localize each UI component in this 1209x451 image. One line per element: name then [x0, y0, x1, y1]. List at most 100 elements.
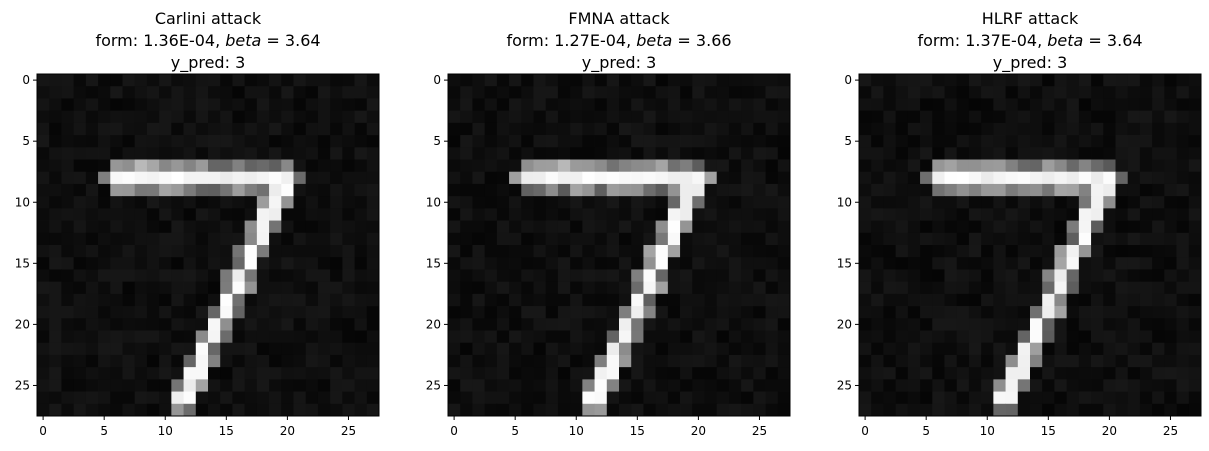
pixel — [753, 379, 766, 392]
pixel — [1078, 403, 1092, 417]
pixel — [704, 257, 718, 270]
pixel — [1054, 342, 1068, 356]
pixel — [883, 171, 897, 185]
pixel — [293, 269, 307, 283]
pixel — [692, 257, 705, 270]
panel-2: FMNA attack form: 1.27E-04, beta = 3.66 y_… — [426, 9, 791, 438]
pixel — [281, 135, 294, 148]
pixel — [305, 330, 319, 344]
pixel — [232, 110, 246, 124]
pixel — [1139, 245, 1153, 258]
pixel — [49, 379, 62, 392]
pixel — [49, 171, 62, 185]
pixel — [448, 342, 461, 356]
pixel — [859, 367, 872, 380]
pixel — [944, 196, 958, 209]
pixel — [366, 354, 380, 368]
pixel — [1164, 86, 1177, 99]
pixel — [159, 293, 172, 307]
pixel — [73, 147, 87, 160]
pixel — [509, 281, 522, 295]
pixel — [1139, 342, 1153, 356]
pixel — [545, 281, 559, 295]
pixel — [932, 183, 945, 197]
pixel — [110, 135, 123, 148]
pixel — [545, 135, 559, 148]
pixel — [582, 330, 595, 344]
pixel — [342, 269, 355, 283]
pixel — [269, 171, 282, 185]
pixel — [920, 281, 933, 295]
pixel — [484, 281, 498, 295]
pixel — [883, 183, 897, 197]
pixel — [85, 110, 99, 124]
pixel — [354, 159, 368, 173]
pixel — [472, 257, 486, 270]
pixel — [159, 354, 172, 368]
pixel — [765, 86, 779, 99]
pixel — [85, 86, 99, 99]
pixel — [1054, 306, 1068, 319]
pixel — [85, 196, 99, 209]
pixel — [256, 122, 270, 136]
pixel — [619, 122, 632, 136]
pixel — [753, 306, 766, 319]
pixel — [244, 391, 258, 405]
pixel — [521, 342, 534, 356]
pixel — [968, 293, 982, 307]
pixel — [509, 354, 522, 368]
pixel — [667, 135, 681, 148]
pixel — [643, 245, 657, 258]
pixel — [895, 74, 909, 87]
pixel — [956, 122, 970, 136]
pixel — [354, 135, 368, 148]
pixel — [944, 391, 958, 405]
pixel — [1005, 281, 1019, 295]
pixel — [85, 354, 99, 368]
pixel — [895, 183, 909, 197]
pixel — [73, 281, 87, 295]
pixel — [1091, 318, 1104, 331]
pixel — [472, 391, 486, 405]
pixel — [1066, 74, 1080, 87]
pixel — [1030, 171, 1043, 185]
pixel — [606, 269, 620, 283]
pixel — [472, 367, 486, 380]
pixel — [330, 159, 343, 173]
pixel — [281, 367, 294, 380]
pixel — [256, 110, 270, 124]
pixel — [496, 135, 510, 148]
pixel — [871, 86, 884, 99]
pixel — [692, 220, 705, 234]
pixel — [460, 159, 473, 173]
pixel — [859, 74, 872, 87]
pixel — [765, 220, 779, 234]
pixel — [183, 391, 197, 405]
pixel — [208, 147, 221, 160]
pixel — [753, 196, 766, 209]
pixel — [134, 342, 148, 356]
pixel — [871, 220, 884, 234]
pixel — [920, 98, 933, 112]
pixel — [956, 220, 970, 234]
pixel — [521, 98, 534, 112]
pixel — [1091, 196, 1104, 209]
pixel — [171, 183, 184, 197]
pixel — [643, 281, 657, 295]
pixel — [110, 220, 123, 234]
pixel — [269, 379, 282, 392]
pixel — [1127, 318, 1141, 331]
pixel — [944, 86, 958, 99]
pixel — [728, 196, 742, 209]
pixel — [545, 330, 559, 344]
pixel — [765, 367, 779, 380]
pixel — [765, 391, 779, 405]
pixel — [521, 403, 534, 417]
pixel — [968, 306, 982, 319]
pixel — [944, 257, 958, 270]
pixel — [521, 147, 534, 160]
pixel — [1176, 257, 1190, 270]
pixel — [317, 232, 331, 246]
pixel — [993, 269, 1006, 283]
pixel — [1139, 86, 1153, 99]
